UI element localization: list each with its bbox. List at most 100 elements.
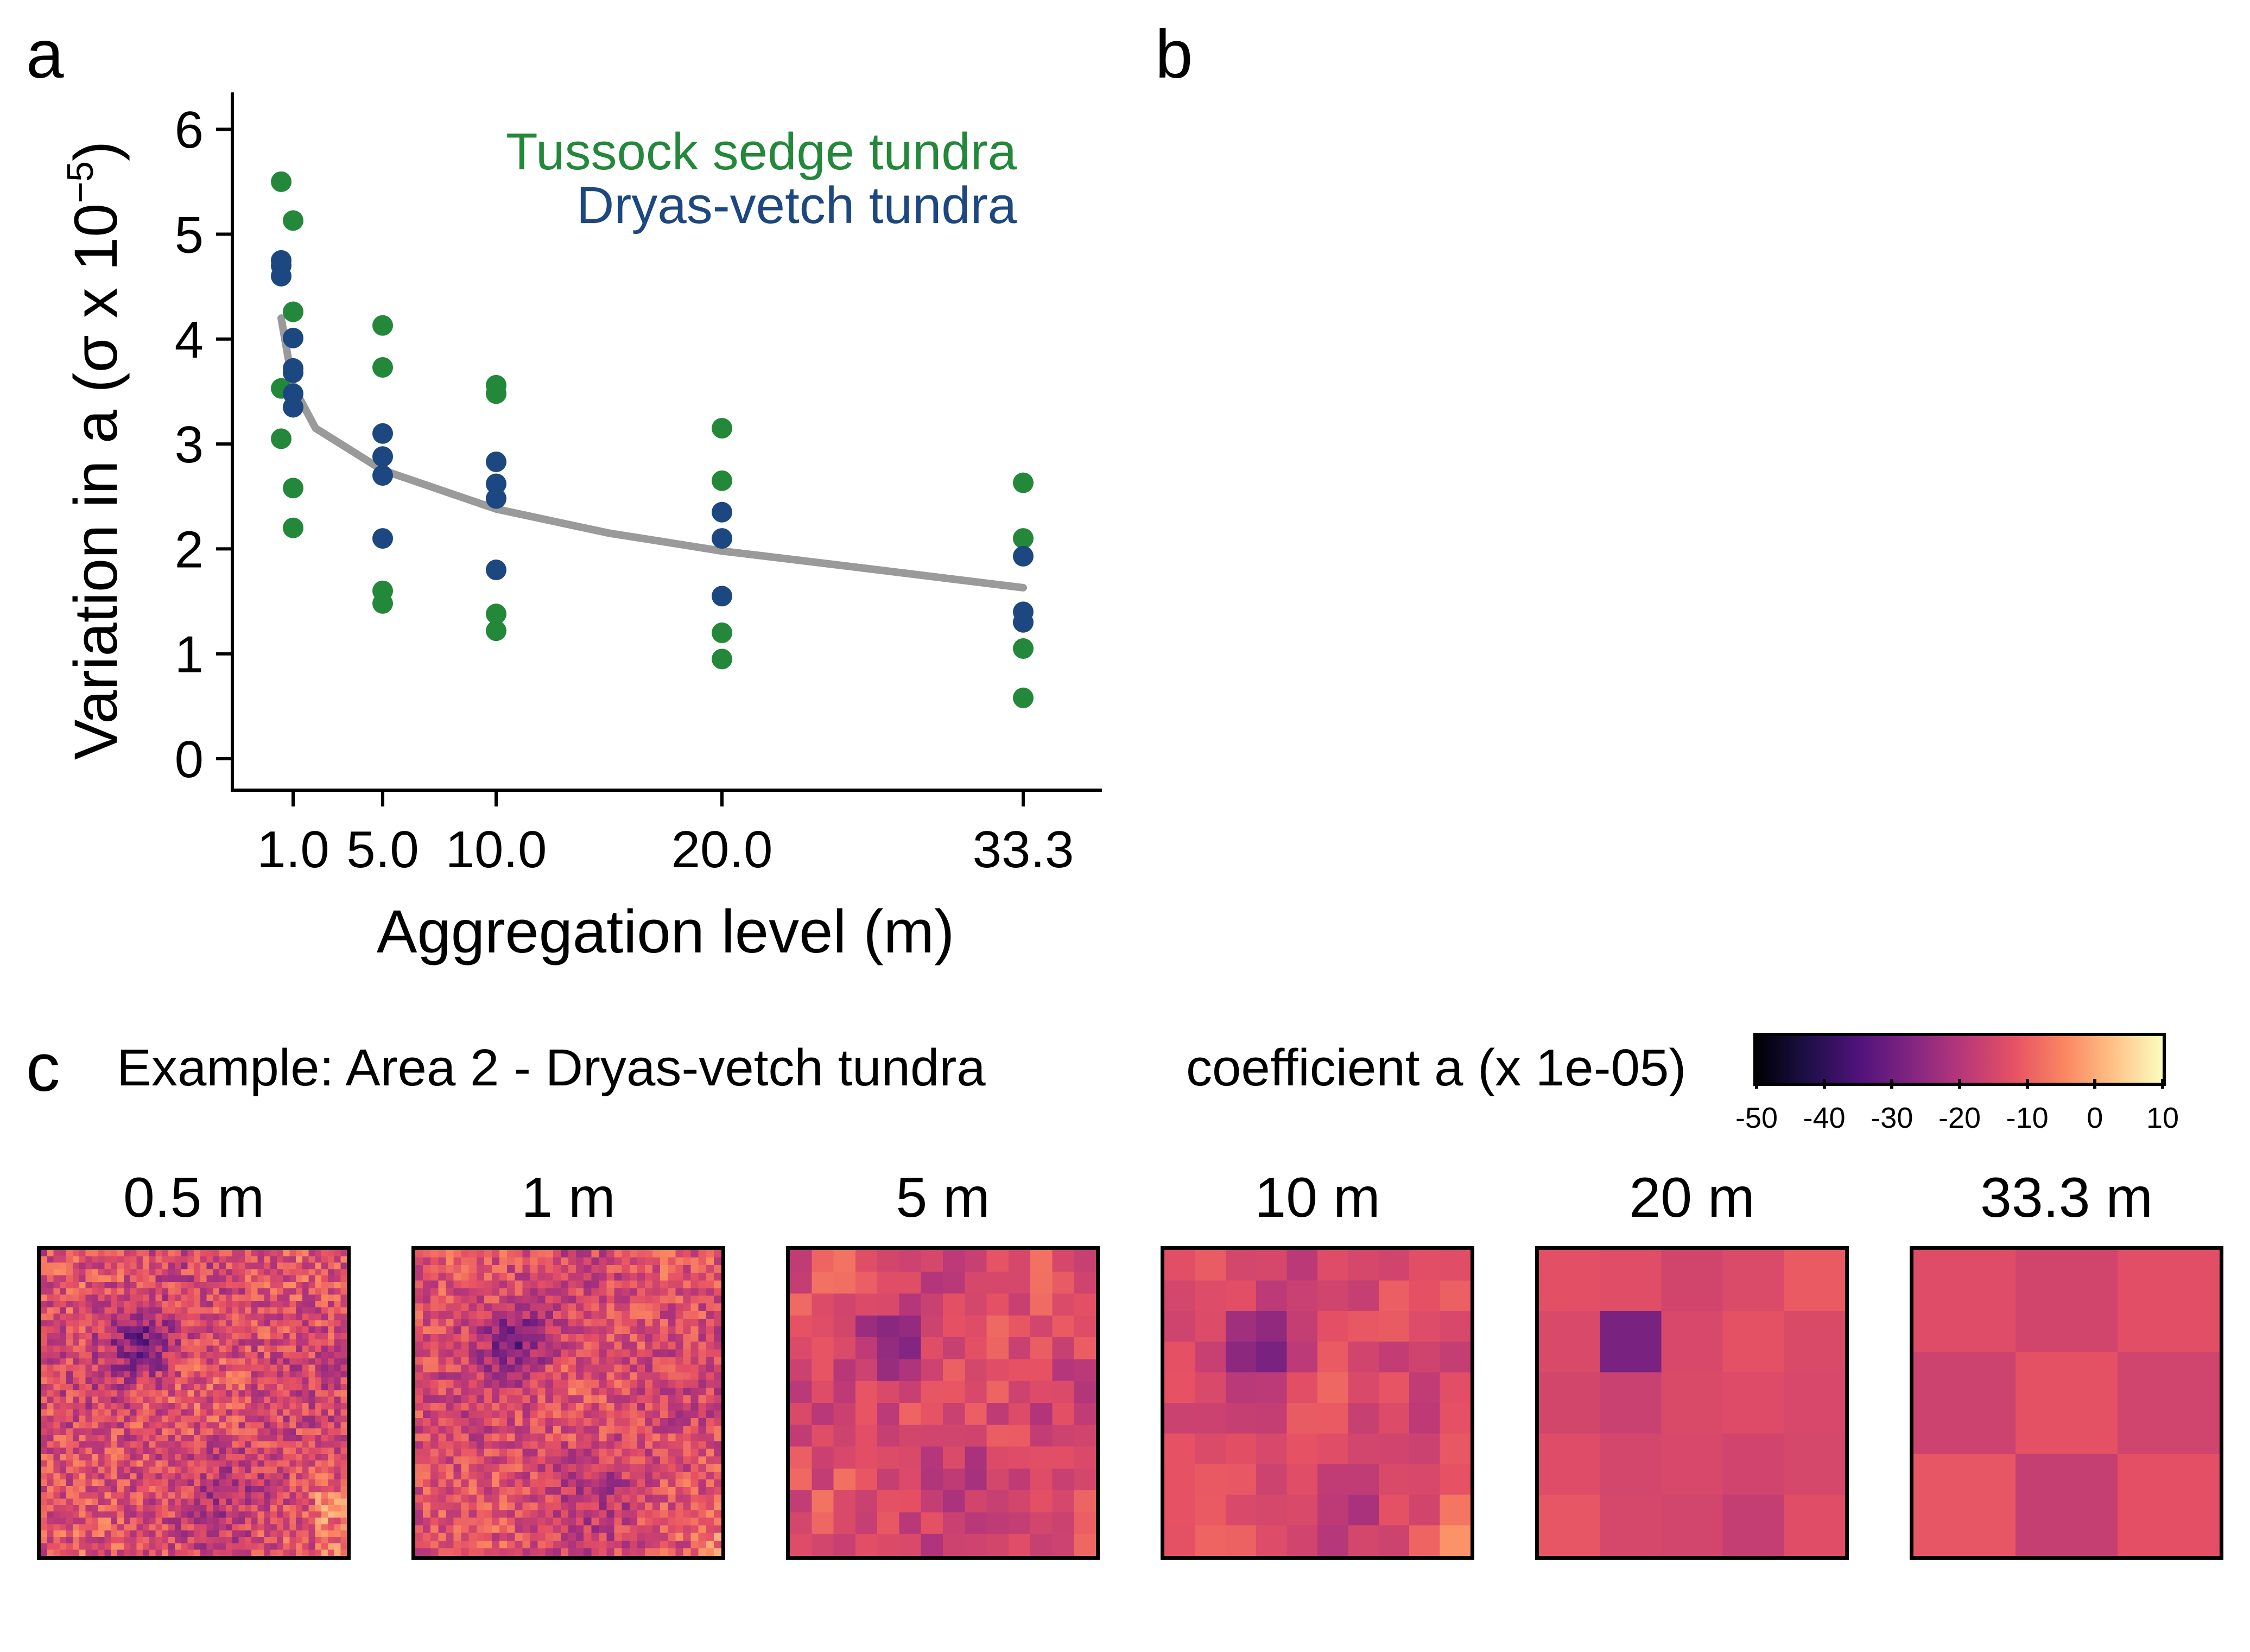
heatmap-cell <box>264 1441 271 1448</box>
heatmap-cell <box>168 1485 175 1492</box>
heatmap-cell <box>668 1334 676 1342</box>
heatmap-cell <box>553 1311 561 1319</box>
heatmap-cell <box>149 1434 156 1441</box>
heatmap-cell <box>143 1288 149 1295</box>
heatmap-cell <box>614 1426 622 1434</box>
heatmap-cell <box>136 1358 143 1365</box>
heatmap-cell <box>713 1387 721 1396</box>
heatmap-cell <box>270 1313 277 1320</box>
heatmap-cell <box>206 1307 213 1314</box>
heatmap-cell <box>327 1358 334 1365</box>
heatmap-cell <box>415 1288 423 1296</box>
heatmap-cell <box>461 1357 469 1365</box>
heatmap-cell <box>327 1403 334 1409</box>
heatmap-cell <box>1256 1280 1288 1312</box>
heatmap-cell <box>136 1269 143 1276</box>
heatmap-cell <box>149 1339 156 1346</box>
heatmap-cell <box>66 1473 73 1480</box>
heatmap-cell <box>245 1358 251 1365</box>
heatmap-cell <box>438 1510 446 1518</box>
heatmap-cell <box>187 1536 194 1543</box>
heatmap-cell <box>560 1495 569 1503</box>
heatmap-cell <box>206 1498 213 1505</box>
heatmap-cell <box>296 1441 302 1448</box>
heatmap-cell <box>327 1250 334 1256</box>
heatmap-cell <box>289 1505 296 1511</box>
heatmap-cell <box>553 1479 561 1488</box>
heatmap-cell <box>168 1294 175 1301</box>
heatmap-cell <box>308 1479 315 1486</box>
heatmap-cell <box>296 1473 302 1480</box>
heatmap-cell <box>251 1505 258 1511</box>
heatmap-cell <box>340 1505 347 1511</box>
heatmap-cell <box>468 1372 477 1380</box>
heatmap-cell <box>668 1479 676 1488</box>
heatmap-cell <box>713 1441 721 1449</box>
heatmap-cell <box>104 1377 111 1384</box>
heatmap-cell <box>1409 1433 1441 1465</box>
heatmap-cell <box>484 1487 492 1495</box>
heatmap-cell <box>668 1525 676 1533</box>
heatmap-cell <box>530 1510 538 1518</box>
heatmap-cell <box>453 1533 461 1541</box>
heatmap-cell <box>181 1352 188 1358</box>
heatmap-cell <box>492 1410 500 1419</box>
heatmap-cell <box>79 1498 86 1505</box>
heatmap-cell <box>315 1505 322 1511</box>
heatmap-cell <box>66 1441 73 1448</box>
heatmap-cell <box>130 1505 137 1511</box>
heatmap-cell <box>591 1387 599 1396</box>
heatmap-cell <box>264 1403 271 1409</box>
heatmap-cell <box>652 1540 661 1549</box>
heatmap-cell <box>60 1517 67 1524</box>
heatmap-cell <box>41 1543 47 1550</box>
heatmap-cell <box>668 1380 676 1388</box>
heatmap-cell <box>790 1468 813 1491</box>
heatmap-cell <box>60 1543 67 1550</box>
heatmap-cell <box>270 1339 277 1346</box>
heatmap-cell <box>168 1409 175 1416</box>
heatmap-cell <box>60 1288 67 1295</box>
heatmap-cell <box>117 1549 124 1556</box>
heatmap-cell <box>219 1307 226 1314</box>
heatmap-cell <box>660 1418 668 1426</box>
heatmap-cell <box>238 1511 245 1518</box>
heatmap-cell <box>530 1342 538 1350</box>
heatmap-cell <box>537 1387 546 1396</box>
heatmap-cell <box>576 1464 584 1472</box>
heatmap-cell <box>225 1524 232 1531</box>
heatmap-cell <box>219 1326 226 1333</box>
heatmap-cell <box>302 1250 309 1256</box>
heatmap-cell <box>225 1543 232 1550</box>
heatmap-cell <box>117 1275 124 1282</box>
heatmap-cell <box>576 1533 584 1541</box>
heatmap-cell <box>92 1390 98 1397</box>
heatmap-cell <box>219 1320 226 1327</box>
heatmap-grid <box>1164 1250 1471 1556</box>
heatmap-cell <box>438 1265 446 1273</box>
heatmap-cell <box>79 1313 86 1320</box>
heatmap-cell <box>194 1415 200 1422</box>
heatmap-cell <box>1052 1490 1075 1513</box>
heatmap-cell <box>468 1410 477 1419</box>
heatmap-cell <box>713 1380 721 1388</box>
heatmap-cell <box>645 1495 653 1503</box>
heatmap-cell <box>545 1364 554 1373</box>
heatmap-cell <box>117 1320 124 1327</box>
heatmap-cell <box>690 1380 699 1388</box>
heatmap-cell <box>308 1313 315 1320</box>
heatmap-cell <box>168 1358 175 1365</box>
heatmap-cell <box>713 1334 721 1342</box>
heatmap-cell <box>187 1466 194 1473</box>
heatmap-cell <box>499 1495 508 1503</box>
heatmap-cell <box>606 1250 614 1258</box>
heatmap-cell <box>283 1441 290 1448</box>
heatmap-cell <box>334 1441 341 1448</box>
heatmap-grid <box>41 1250 347 1556</box>
heatmap-cell <box>276 1434 283 1441</box>
heatmap-cell <box>438 1418 446 1426</box>
heatmap-cell <box>174 1466 181 1473</box>
heatmap-cell <box>668 1517 676 1526</box>
heatmap-cell <box>423 1288 431 1296</box>
heatmap-cell <box>104 1262 111 1269</box>
